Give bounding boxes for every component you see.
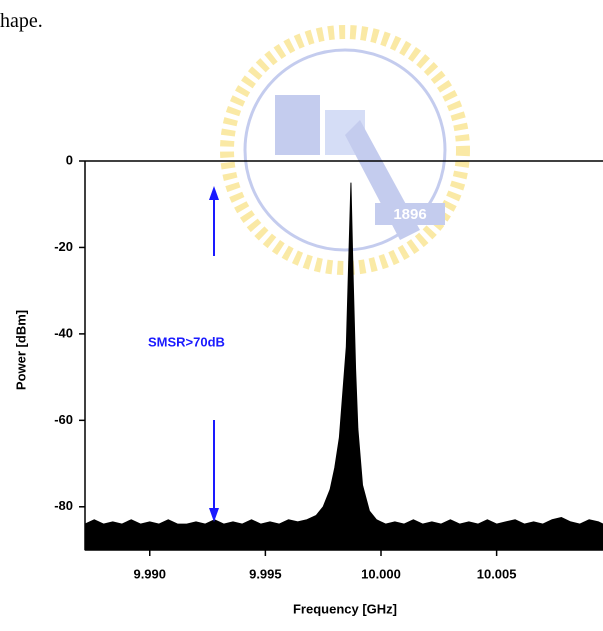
- x-tick-label: 9.990: [133, 566, 166, 581]
- arrow-up-head: [209, 186, 219, 200]
- y-tick-label: -20: [54, 239, 73, 254]
- document-text: hape.: [0, 10, 43, 32]
- x-tick-label: 9.995: [249, 566, 282, 581]
- y-tick-label: -60: [54, 412, 73, 427]
- x-tick-label: 10.000: [361, 566, 401, 581]
- x-axis-label: Frequency [GHz]: [293, 601, 397, 616]
- arrow-down-head: [209, 508, 219, 522]
- y-tick-label: 0: [66, 152, 73, 167]
- watermark-text: 1896: [393, 206, 426, 223]
- spectrum-area: [84, 182, 603, 551]
- watermark-logo: 1896: [220, 25, 470, 275]
- x-tick-label: 10.005: [477, 566, 517, 581]
- annotation: SMSR>70dB: [148, 334, 225, 349]
- y-tick-label: -80: [54, 498, 73, 513]
- y-axis-label: Power [dBm]: [13, 310, 28, 390]
- y-tick-label: -40: [54, 325, 73, 340]
